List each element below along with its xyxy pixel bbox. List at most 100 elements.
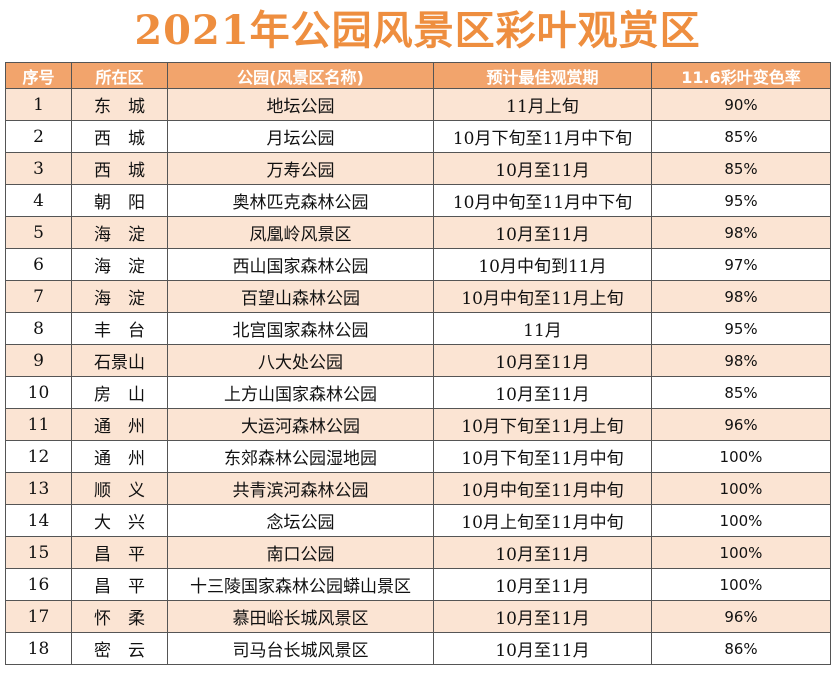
header-park: 公园(风景区名称) — [167, 62, 434, 89]
header-district: 所在区 — [71, 62, 168, 89]
color-change-rate-cell: 98% — [651, 344, 831, 377]
row-number-cell: 2 — [5, 120, 72, 153]
district-cell: 东 城 — [71, 88, 168, 121]
table-row: 10 房 山上方山国家森林公园 10月至11月 85% — [5, 376, 831, 409]
park-name-cell: 慕田峪长城风景区 — [167, 600, 434, 633]
color-change-rate-cell: 100% — [651, 440, 831, 473]
color-change-rate-cell: 97% — [651, 248, 831, 281]
district-cell: 顺 义 — [71, 472, 168, 505]
table-row: 12 通 州东郊森林公园湿地园 10月下旬至11月中旬 100% — [5, 440, 831, 473]
park-name-cell: 东郊森林公园湿地园 — [167, 440, 434, 473]
park-name-cell: 北宫国家森林公园 — [167, 312, 434, 345]
viewing-period-cell: 11月 — [433, 312, 652, 345]
park-name-cell: 百望山森林公园 — [167, 280, 434, 313]
row-number-cell: 9 — [5, 344, 72, 377]
row-number-cell: 1 — [5, 88, 72, 121]
table-row: 16 昌 平十三陵国家森林公园蟒山景区 10月至11月 100% — [5, 568, 831, 601]
color-change-rate-cell: 96% — [651, 600, 831, 633]
district-cell: 房 山 — [71, 376, 168, 409]
viewing-period-cell: 10月至11月 — [433, 216, 652, 249]
row-number-cell: 14 — [5, 504, 72, 537]
table-row: 17 怀 柔慕田峪长城风景区 10月至11月 96% — [5, 600, 831, 633]
color-change-rate-cell: 100% — [651, 472, 831, 505]
district-cell: 通 州 — [71, 408, 168, 441]
row-number-cell: 13 — [5, 472, 72, 505]
row-number-cell: 3 — [5, 152, 72, 185]
row-number-cell: 15 — [5, 536, 72, 569]
district-cell: 怀 柔 — [71, 600, 168, 633]
table-header-row: 序号 所在区 公园(风景区名称) 预计最佳观赏期 11.6彩叶变色率 — [5, 62, 831, 89]
color-change-rate-cell: 86% — [651, 632, 831, 665]
color-change-rate-cell: 90% — [651, 88, 831, 121]
district-cell: 海 淀 — [71, 248, 168, 281]
viewing-period-cell: 10月至11月 — [433, 152, 652, 185]
district-cell: 大 兴 — [71, 504, 168, 537]
color-change-rate-cell: 85% — [651, 152, 831, 185]
table-row: 15 昌 平南口公园 10月至11月 100% — [5, 536, 831, 569]
row-number-cell: 4 — [5, 184, 72, 217]
park-name-cell: 奥林匹克森林公园 — [167, 184, 434, 217]
row-number-cell: 11 — [5, 408, 72, 441]
row-number-cell: 10 — [5, 376, 72, 409]
color-change-rate-cell: 95% — [651, 312, 831, 345]
row-number-cell: 8 — [5, 312, 72, 345]
table-row: 13 顺 义共青滨河森林公园 10月中旬至11月中旬 100% — [5, 472, 831, 505]
viewing-period-cell: 10月中旬至11月中下旬 — [433, 184, 652, 217]
color-change-rate-cell: 98% — [651, 280, 831, 313]
district-cell: 丰 台 — [71, 312, 168, 345]
row-number-cell: 16 — [5, 568, 72, 601]
park-name-cell: 八大处公园 — [167, 344, 434, 377]
header-no: 序号 — [5, 62, 72, 89]
park-name-cell: 南口公园 — [167, 536, 434, 569]
header-period: 预计最佳观赏期 — [433, 62, 652, 89]
district-cell: 石景山 — [71, 344, 168, 377]
district-cell: 朝 阳 — [71, 184, 168, 217]
color-change-rate-cell: 85% — [651, 376, 831, 409]
color-change-rate-cell: 100% — [651, 568, 831, 601]
table-row: 11 通 州大运河森林公园 10月下旬至11月上旬 96% — [5, 408, 831, 441]
park-name-cell: 上方山国家森林公园 — [167, 376, 434, 409]
district-cell: 海 淀 — [71, 216, 168, 249]
table-row: 14 大 兴念坛公园 10月上旬至11月中旬 100% — [5, 504, 831, 537]
color-change-rate-cell: 95% — [651, 184, 831, 217]
viewing-period-cell: 10月至11月 — [433, 632, 652, 665]
viewing-period-cell: 10月至11月 — [433, 344, 652, 377]
table-row: 18 密 云司马台长城风景区 10月至11月 86% — [5, 632, 831, 665]
viewing-period-cell: 10月上旬至11月中旬 — [433, 504, 652, 537]
viewing-period-cell: 11月上旬 — [433, 88, 652, 121]
district-cell: 海 淀 — [71, 280, 168, 313]
viewing-period-cell: 10月至11月 — [433, 376, 652, 409]
row-number-cell: 18 — [5, 632, 72, 665]
district-cell: 通 州 — [71, 440, 168, 473]
row-number-cell: 5 — [5, 216, 72, 249]
park-name-cell: 共青滨河森林公园 — [167, 472, 434, 505]
park-name-cell: 司马台长城风景区 — [167, 632, 434, 665]
park-name-cell: 万寿公园 — [167, 152, 434, 185]
park-name-cell: 月坛公园 — [167, 120, 434, 153]
row-number-cell: 7 — [5, 280, 72, 313]
district-cell: 昌 平 — [71, 536, 168, 569]
viewing-period-cell: 10月下旬至11月中下旬 — [433, 120, 652, 153]
district-cell: 西 城 — [71, 152, 168, 185]
park-name-cell: 地坛公园 — [167, 88, 434, 121]
park-name-cell: 十三陵国家森林公园蟒山景区 — [167, 568, 434, 601]
row-number-cell: 6 — [5, 248, 72, 281]
row-number-cell: 12 — [5, 440, 72, 473]
viewing-period-cell: 10月至11月 — [433, 568, 652, 601]
viewing-period-cell: 10月下旬至11月上旬 — [433, 408, 652, 441]
viewing-period-cell: 10月至11月 — [433, 600, 652, 633]
color-change-rate-cell: 100% — [651, 504, 831, 537]
viewing-period-cell: 10月至11月 — [433, 536, 652, 569]
district-cell: 密 云 — [71, 632, 168, 665]
color-change-rate-cell: 96% — [651, 408, 831, 441]
viewing-period-cell: 10月中旬到11月 — [433, 248, 652, 281]
